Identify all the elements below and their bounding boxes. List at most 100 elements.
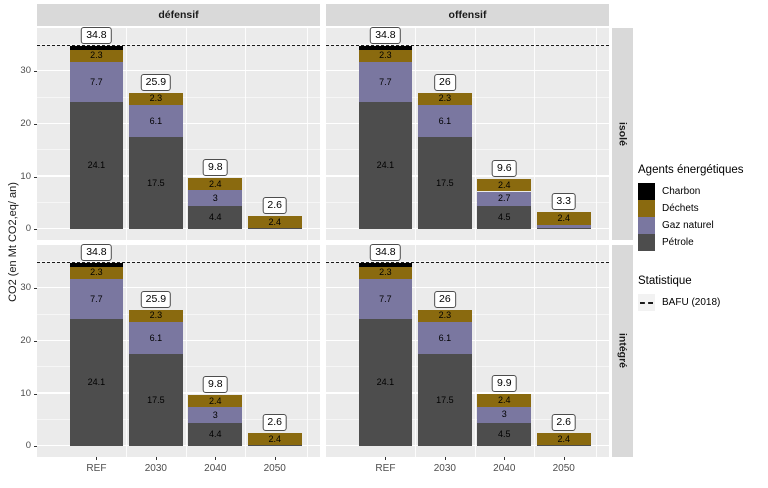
bar-total-label: 9.6 <box>491 159 517 177</box>
y-tick-label: 10 <box>20 387 31 399</box>
legend-label: BAFU (2018) <box>662 297 721 308</box>
legend-line-items: BAFU (2018) <box>638 294 766 311</box>
bar-segment-dechets: 2.4 <box>247 432 302 446</box>
gridline-vertical <box>307 28 309 240</box>
bar-segment-gaz-naturel: 3 <box>188 407 243 424</box>
y-tick-mark <box>34 393 37 395</box>
reference-line-bafu <box>326 44 609 46</box>
bar-segment-dechets: 2.3 <box>417 309 472 322</box>
bar-segment-dechets: 2.4 <box>188 394 243 408</box>
bar-total-label: 34.8 <box>370 26 401 44</box>
bar-segment-petrole: 17.5 <box>128 354 183 447</box>
reference-line-bafu <box>326 261 609 263</box>
y-tick-label: 20 <box>20 117 31 129</box>
bar-segment-petrole: 4.4 <box>188 206 243 230</box>
legend-fill-items: Charbon Déchets Gaz naturel Pétrole <box>638 183 766 251</box>
legend-item-charbon: Charbon <box>638 183 766 200</box>
bar-total-label: 34.8 <box>370 243 401 261</box>
y-tick-mark <box>34 229 37 231</box>
facet-strip-offensif: offensif <box>326 4 609 26</box>
legend-label: Gaz naturel <box>662 220 714 231</box>
legend: Agents énergétiques Charbon Déchets Gaz na… <box>638 164 766 311</box>
panel-defensif-integre: 24.1 7.7 2.3 34.8 17.5 6.1 2.3 25.9 4.4 3 2.4 9.8 2.… <box>37 243 320 457</box>
y-tick-label: 30 <box>20 282 31 294</box>
gridline-major <box>37 286 320 289</box>
bar-segment-dechets: 2.3 <box>128 92 183 105</box>
y-tick-mark <box>34 340 37 342</box>
bar-segment-dechets: 2.3 <box>69 266 124 279</box>
y-tick-label: 10 <box>20 170 31 182</box>
y-tick-label: 0 <box>25 440 31 452</box>
gridline-vertical <box>596 245 598 457</box>
bar-total-label: 2.6 <box>262 413 288 431</box>
bar-segment-dechets: 2.3 <box>128 309 183 322</box>
gridline-vertical <box>126 245 128 457</box>
bar-segment-petrole: 17.5 <box>417 354 472 447</box>
bar-segment-dechets: 2.4 <box>536 212 591 225</box>
bar-total-label: 2.6 <box>262 196 288 214</box>
panel-defensif-isole: 24.1 7.7 2.3 34.8 17.5 6.1 2.3 25.9 4.4 3 2.4 9.8 2.… <box>37 26 320 240</box>
dashed-line-key <box>638 294 655 311</box>
bar-segment-charbon <box>69 262 124 267</box>
x-tick-label: 2050 <box>263 463 286 474</box>
bar-segment-petrole: 24.1 <box>69 102 124 230</box>
gridline-vertical <box>474 28 476 240</box>
gridline-minor <box>326 43 609 45</box>
x-tick-mark <box>504 457 506 460</box>
legend-item-petrole: Pétrole <box>638 234 766 251</box>
bar-segment-gaz-naturel: 6.1 <box>128 105 183 138</box>
bar-segment-petrole: 17.5 <box>417 137 472 230</box>
bar-segment-petrole: 4.4 <box>188 423 243 447</box>
y-tick-mark <box>34 123 37 125</box>
x-tick-label: REF <box>375 463 396 474</box>
legend-label: Pétrole <box>662 237 694 248</box>
bar-total-label: 3.3 <box>551 193 577 211</box>
y-tick-mark <box>34 288 37 290</box>
bar-segment-gaz-naturel: 6.1 <box>417 105 472 138</box>
bar-segment-petrole <box>536 445 591 447</box>
bar-total-label: 9.8 <box>202 375 228 393</box>
bar-segment-gaz-naturel: 3 <box>477 406 532 423</box>
bar-segment-petrole: 24.1 <box>69 319 124 447</box>
legend-swatch-dechets <box>638 200 655 217</box>
gridline-vertical <box>185 28 187 240</box>
x-tick-mark <box>385 457 387 460</box>
gridline-major <box>37 69 320 72</box>
bar-total-label: 9.8 <box>202 158 228 176</box>
bar-segment-petrole: 24.1 <box>358 319 413 447</box>
bar-segment-petrole <box>247 445 302 447</box>
gridline-minor <box>37 43 320 45</box>
bar-segment-charbon <box>358 262 413 267</box>
gridline-vertical <box>307 245 309 457</box>
bar-segment-dechets: 2.4 <box>188 177 243 191</box>
bar-total-label: 9.9 <box>491 375 517 393</box>
facet-strip-integre: intégré <box>612 245 633 457</box>
bar-total-label: 25.9 <box>140 290 172 308</box>
y-tick-label: 20 <box>20 334 31 346</box>
bar-total-label: 26 <box>434 290 456 308</box>
bar-segment-gaz-naturel: 7.7 <box>69 278 124 320</box>
bar-segment-gaz-naturel: 2.7 <box>477 191 532 206</box>
bar-segment-petrole <box>536 228 591 230</box>
bar-segment-charbon <box>69 45 124 50</box>
gridline-vertical <box>474 245 476 457</box>
panel-offensif-isole: 24.1 7.7 2.3 34.8 17.5 6.1 2.3 26 4.5 2.7 2.4 9.6 2.… <box>326 26 609 240</box>
gridline-vertical <box>534 28 535 240</box>
x-tick-label: 2030 <box>144 463 167 474</box>
gridline-minor <box>326 260 609 262</box>
gridline-minor <box>37 260 320 262</box>
y-tick-mark <box>34 446 37 448</box>
legend-title-statistique: Statistique <box>638 275 692 287</box>
bar-segment-gaz-naturel <box>536 224 591 229</box>
bar-segment-gaz-naturel: 7.7 <box>358 278 413 320</box>
legend-item-bafu-(2018): BAFU (2018) <box>638 294 766 311</box>
x-tick-label: 2040 <box>204 463 227 474</box>
y-tick-mark <box>34 71 37 73</box>
bar-segment-charbon <box>358 45 413 50</box>
x-tick-label: 2050 <box>552 463 575 474</box>
legend-label: Déchets <box>662 203 699 214</box>
bar-segment-dechets: 2.3 <box>69 49 124 62</box>
legend-swatch-petrole <box>638 234 655 251</box>
bar-segment-gaz-naturel: 3 <box>188 190 243 207</box>
gridline-vertical <box>185 245 187 457</box>
